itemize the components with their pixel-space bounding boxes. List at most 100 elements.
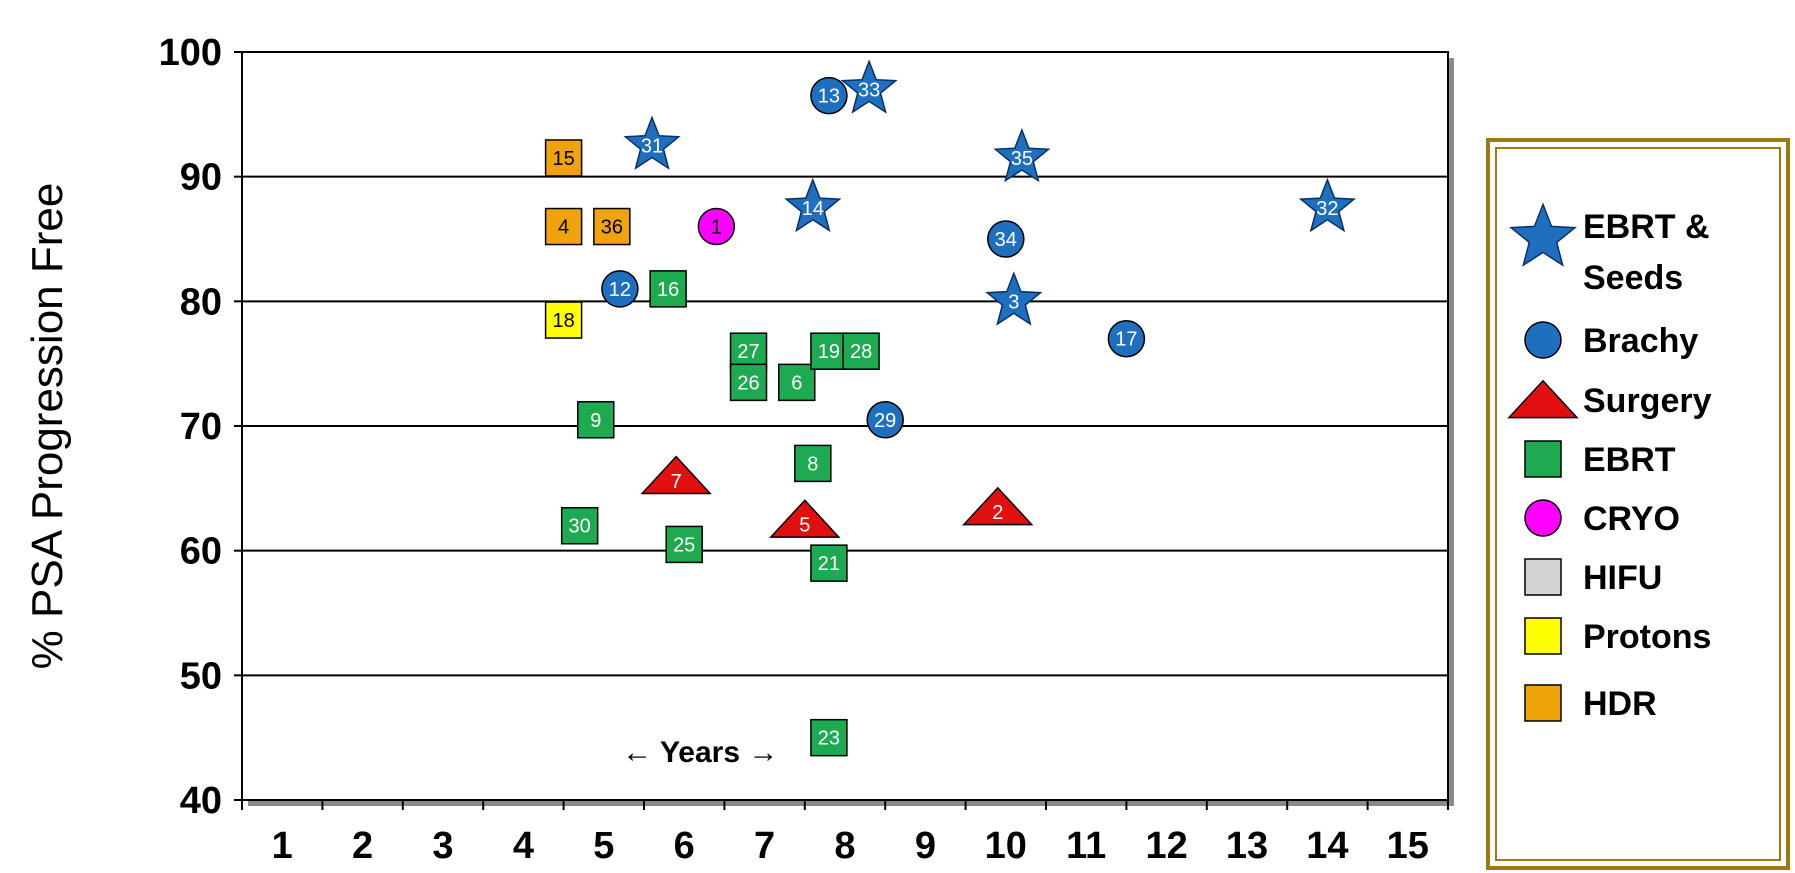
point-label-1: 1 [711,217,722,239]
point-label-35: 35 [1011,148,1033,170]
point-surgery-5 [769,499,841,538]
point-label-34: 34 [995,229,1017,251]
point-ebrt-seeds-3 [985,271,1043,326]
legend-marker-ebrt [1524,440,1562,478]
point-ebrt-6 [778,363,816,402]
y-tick-label-80: 80 [180,281,222,323]
point-label-7: 7 [671,471,682,493]
point-surgery-7 [640,455,712,495]
legend: EBRT & Seeds Brachy Surgery EBRT CRYO HIFU Prot… [1486,138,1790,870]
legend-marker-surgery [1507,379,1579,419]
legend-label-hifu: HIFU [1583,559,1662,597]
point-label-3: 3 [1008,291,1019,313]
point-ebrt-seeds-14 [784,177,842,233]
y-tick-label-90: 90 [180,157,222,199]
point-ebrt-16 [649,270,687,308]
axes [234,51,1449,810]
point-label-14: 14 [802,198,824,220]
x-tick-label-5: 5 [593,825,614,867]
point-brachy-13 [810,76,848,115]
point-brachy-17 [1107,319,1146,358]
point-brachy-12 [601,270,639,308]
point-label-32: 32 [1316,198,1338,220]
point-ebrt-seeds-31 [623,115,681,170]
x-tick-label-6: 6 [674,825,695,867]
point-label-30: 30 [569,516,591,538]
x-tick-label-3: 3 [432,825,453,867]
point-ebrt-25 [665,525,703,564]
point-ebrt-seeds-33 [840,59,898,114]
legend-marker-hdr [1524,684,1562,722]
point-label-5: 5 [799,515,810,537]
point-ebrt-23 [810,718,848,757]
y-tick-label-60: 60 [180,531,222,573]
point-label-6: 6 [791,372,802,394]
x-tick-label-9: 9 [915,825,936,867]
x-tick-label-13: 13 [1226,825,1268,867]
point-label-2: 2 [992,502,1003,524]
point-label-28: 28 [850,341,872,363]
legend-marker-protons [1524,617,1562,655]
point-label-12: 12 [609,279,631,301]
point-label-4: 4 [558,217,569,239]
x-tick-label-2: 2 [352,825,373,867]
x-tick-label-12: 12 [1145,825,1187,867]
point-ebrt-27 [729,332,768,370]
y-axis-title: % PSA Progression Free [23,183,72,670]
legend-frame-inner [1495,147,1781,861]
legend-label-ebrt: EBRT [1583,441,1676,479]
point-hdr-4 [544,207,583,246]
point-label-17: 17 [1115,329,1137,351]
y-tick-label-40: 40 [180,780,222,822]
y-tick-label-70: 70 [180,406,222,448]
point-surgery-2 [962,486,1034,526]
point-label-25: 25 [673,534,695,556]
y-axis-label-group: % PSA Progression Free [23,183,72,670]
point-label-21: 21 [818,553,840,575]
x-tick-label-15: 15 [1387,825,1429,867]
legend-label-protons: Protons [1583,618,1711,656]
x-tick-label-10: 10 [985,825,1027,867]
legend-label-cryo: CRYO [1583,500,1680,538]
point-label-13: 13 [818,86,840,108]
point-brachy-29 [866,401,904,439]
point-hdr-15 [544,139,583,177]
x-tick-label-14: 14 [1306,825,1348,867]
point-ebrt-seeds-35 [993,127,1051,183]
point-ebrt-21 [810,544,848,582]
point-label-19: 19 [818,341,840,363]
legend-label-brachy: Brachy [1583,322,1698,360]
point-label-18: 18 [552,310,574,332]
point-ebrt-28 [842,332,880,370]
point-label-23: 23 [818,728,840,750]
point-label-36: 36 [601,217,623,239]
y-tick-label-100: 100 [159,32,222,74]
point-label-15: 15 [552,148,574,170]
legend-label-hdr: HDR [1583,685,1657,723]
x-tick-label-11: 11 [1066,825,1106,867]
legend-label-ebrt-seeds-line1: Seeds [1583,259,1683,297]
point-ebrt-30 [560,506,599,545]
x-tick-label-1: 1 [272,825,293,867]
x-tick-label-4: 4 [513,825,534,867]
years-annotation: ← Years → [622,736,778,769]
point-ebrt-19 [810,332,848,370]
point-label-27: 27 [737,341,759,363]
point-brachy-34 [987,220,1025,258]
legend-marker-ebrt-seeds [1509,202,1577,267]
point-label-33: 33 [858,79,880,101]
point-label-16: 16 [657,279,679,301]
legend-label-ebrt-seeds: EBRT & [1583,208,1710,246]
x-tick-label-7: 7 [754,825,775,867]
legend-marker-cryo [1524,499,1562,537]
legend-label-surgery: Surgery [1583,382,1712,420]
point-label-26: 26 [737,372,759,394]
point-protons-18 [544,301,583,339]
point-ebrt-9 [577,401,615,439]
point-label-29: 29 [874,410,896,432]
point-ebrt-seeds-32 [1298,177,1356,233]
point-label-9: 9 [590,410,601,432]
point-cryo-1 [697,207,736,246]
